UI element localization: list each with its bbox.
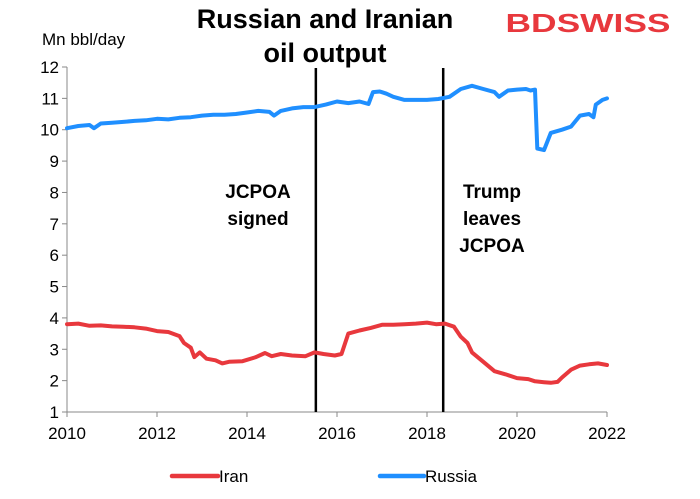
annotation-label: Trump — [463, 182, 521, 203]
logo-text: BDSWISS — [506, 8, 671, 38]
x-tick-label: 2018 — [408, 424, 446, 443]
legend-label-russia: Russia — [425, 467, 478, 486]
series-line-russia — [65, 83, 609, 153]
y-tick-label: 6 — [50, 246, 59, 265]
series-lines — [65, 83, 609, 385]
y-tick-label: 7 — [50, 215, 59, 234]
annotation-label: signed — [227, 209, 288, 230]
chart-title-line-2: oil output — [264, 38, 387, 68]
bdswiss-logo: BDSWISS — [506, 8, 671, 38]
x-tick-label: 2012 — [138, 424, 176, 443]
chart-title: Russian and Iranian oil output — [197, 4, 454, 68]
y-tick-label: 12 — [40, 58, 59, 77]
y-tick-label: 8 — [50, 183, 59, 202]
y-tick-label: 4 — [50, 309, 59, 328]
y-tick-label: 11 — [41, 89, 59, 108]
series-line-iran — [65, 320, 609, 385]
x-tick-label: 2022 — [588, 424, 626, 443]
legend: Iran Russia — [169, 467, 478, 486]
y-tick-label: 3 — [50, 340, 59, 359]
y-tick-label: 9 — [50, 152, 59, 171]
x-tick-label: 2020 — [498, 424, 536, 443]
annotation-label: JCPOA — [459, 236, 525, 257]
legend-label-iran: Iran — [219, 467, 248, 486]
annotation-label: leaves — [463, 209, 521, 230]
x-tick-label: 2010 — [48, 424, 86, 443]
chart-title-line-1: Russian and Iranian — [197, 4, 454, 34]
y-tick-label: 5 — [50, 278, 59, 297]
y-axis-label: Mn bbl/day — [42, 30, 126, 49]
x-tick-label: 2014 — [228, 424, 266, 443]
y-tick-label: 1 — [50, 403, 59, 422]
x-tick-label: 2016 — [318, 424, 356, 443]
y-tick-label: 10 — [40, 121, 59, 140]
annotation-label: JCPOA — [225, 182, 291, 203]
y-tick-label: 2 — [50, 372, 59, 391]
